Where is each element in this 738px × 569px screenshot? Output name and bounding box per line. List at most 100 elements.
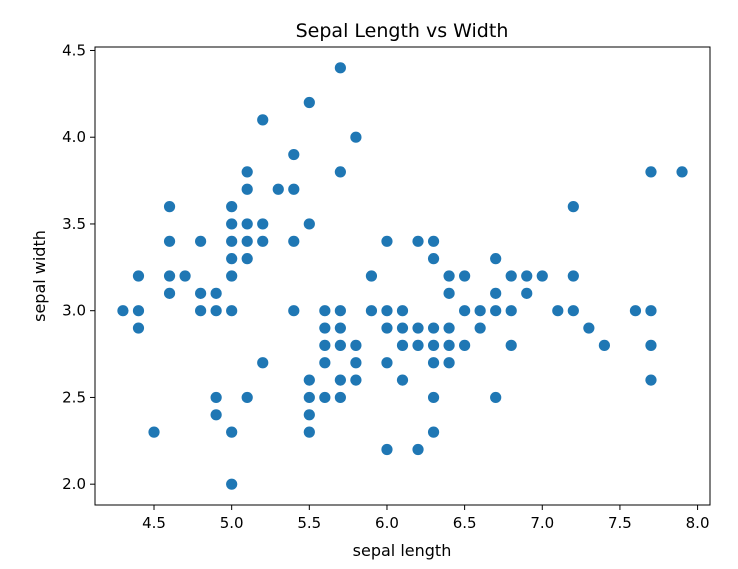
data-point bbox=[645, 305, 657, 317]
data-point bbox=[567, 305, 579, 317]
data-point bbox=[288, 305, 300, 317]
data-point bbox=[319, 322, 331, 334]
data-point bbox=[350, 339, 362, 351]
data-point bbox=[381, 235, 393, 247]
data-point bbox=[319, 391, 331, 404]
data-point bbox=[257, 235, 269, 247]
data-point bbox=[427, 339, 440, 351]
data-point bbox=[427, 357, 440, 369]
axes-frame bbox=[94, 46, 711, 506]
data-point bbox=[567, 201, 579, 213]
data-point bbox=[303, 96, 315, 109]
data-point bbox=[210, 391, 222, 404]
data-point bbox=[226, 218, 238, 230]
y-tick-label: 3.5 bbox=[62, 215, 86, 233]
data-point bbox=[412, 443, 424, 456]
data-point bbox=[427, 253, 440, 265]
data-point bbox=[427, 322, 440, 334]
data-point bbox=[583, 322, 595, 334]
data-point bbox=[303, 218, 315, 230]
data-point bbox=[163, 287, 176, 299]
data-point bbox=[350, 357, 362, 369]
data-point bbox=[241, 253, 253, 265]
data-point bbox=[226, 201, 238, 213]
data-point bbox=[521, 287, 533, 299]
data-point bbox=[241, 391, 253, 404]
data-point bbox=[490, 391, 502, 404]
data-point bbox=[598, 339, 610, 351]
data-point bbox=[195, 235, 207, 247]
data-point bbox=[132, 305, 145, 317]
y-tick-label: 2.5 bbox=[62, 388, 86, 406]
data-point bbox=[412, 339, 424, 351]
data-point bbox=[257, 357, 269, 369]
data-point bbox=[645, 166, 657, 178]
data-point bbox=[490, 287, 502, 299]
data-point bbox=[412, 322, 424, 334]
data-point bbox=[226, 426, 238, 438]
data-point bbox=[288, 148, 300, 161]
data-point bbox=[334, 62, 346, 74]
data-point bbox=[163, 270, 176, 282]
data-point bbox=[396, 374, 409, 386]
y-tick-label: 4.5 bbox=[62, 41, 86, 59]
data-point bbox=[427, 235, 440, 247]
data-point bbox=[365, 270, 378, 282]
data-point bbox=[552, 305, 564, 317]
points-layer bbox=[117, 62, 688, 490]
data-point bbox=[521, 270, 533, 282]
data-point bbox=[241, 183, 253, 195]
data-point bbox=[334, 166, 346, 178]
data-point bbox=[241, 218, 253, 230]
data-point bbox=[303, 374, 315, 386]
data-point bbox=[195, 305, 207, 317]
data-point bbox=[443, 270, 455, 282]
data-point bbox=[676, 166, 688, 178]
data-point bbox=[334, 391, 346, 404]
data-point bbox=[459, 270, 471, 282]
data-point bbox=[645, 339, 657, 351]
data-point bbox=[443, 322, 455, 334]
data-point bbox=[303, 391, 315, 404]
data-point bbox=[505, 305, 517, 317]
data-point bbox=[334, 305, 346, 317]
data-point bbox=[443, 357, 455, 369]
data-point bbox=[381, 322, 393, 334]
x-tick-label: 5.0 bbox=[220, 514, 244, 532]
data-point bbox=[396, 322, 409, 334]
data-point bbox=[210, 305, 222, 317]
data-point bbox=[117, 305, 129, 317]
data-point bbox=[427, 426, 440, 438]
data-point bbox=[210, 287, 222, 299]
data-point bbox=[272, 183, 284, 195]
data-point bbox=[132, 322, 145, 334]
data-point bbox=[179, 270, 191, 282]
chart-title: Sepal Length vs Width bbox=[296, 20, 509, 42]
data-point bbox=[505, 270, 517, 282]
data-point bbox=[474, 322, 486, 334]
data-point bbox=[334, 322, 346, 334]
data-point bbox=[257, 218, 269, 230]
data-point bbox=[412, 235, 424, 247]
data-point bbox=[241, 166, 253, 178]
data-point bbox=[226, 270, 238, 282]
data-point bbox=[381, 357, 393, 369]
data-point bbox=[334, 339, 346, 351]
x-tick-label: 4.5 bbox=[142, 514, 166, 532]
data-point bbox=[226, 305, 238, 317]
data-point bbox=[226, 235, 238, 247]
x-tick-label: 5.5 bbox=[297, 514, 321, 532]
data-point bbox=[163, 201, 176, 213]
x-tick-label: 7.5 bbox=[608, 514, 632, 532]
data-point bbox=[319, 339, 331, 351]
data-point bbox=[241, 235, 253, 247]
x-tick-label: 6.0 bbox=[375, 514, 399, 532]
y-tick-label: 4.0 bbox=[62, 128, 86, 146]
data-point bbox=[163, 235, 176, 247]
data-point bbox=[459, 339, 471, 351]
data-point bbox=[226, 478, 238, 490]
data-point bbox=[350, 374, 362, 386]
y-tick-label: 2.0 bbox=[62, 475, 86, 493]
x-axis-label: sepal length bbox=[353, 541, 452, 560]
data-point bbox=[427, 391, 440, 404]
